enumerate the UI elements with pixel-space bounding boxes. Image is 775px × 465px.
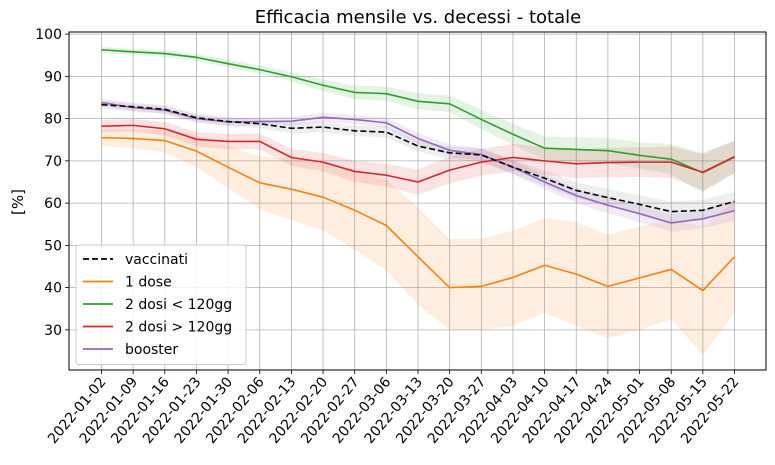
2-dosi-120gg-confidence-band [101,119,735,195]
2-dosi-120gg-series-line [101,124,735,183]
2-dosi-120gg-series-line [101,48,735,174]
y-tick-label: 90 [44,69,62,85]
series-lines [101,48,736,292]
legend-box [75,244,247,365]
y-tick-label: 100 [35,27,62,43]
1-dose-confidence-band [101,129,735,356]
y-tick-label: 40 [44,281,62,297]
vaccinati-series-line [101,103,735,213]
2-dosi-120gg-legend-label: 2 dosi > 120gg [125,320,232,336]
y-tick-label: 50 [44,238,62,254]
2-dosi-120gg-confidence-band [101,46,735,193]
2-dosi-120gg-legend-label: 2 dosi < 120gg [125,297,232,313]
y-tick-label: 80 [44,112,62,128]
chart-title: Efficacia mensile vs. decessi - totale [255,7,581,28]
confidence-bands [101,46,735,356]
booster-legend-label: booster [125,342,178,358]
y-tick-label: 60 [44,196,62,212]
1-dose-legend-label: 1 dose [125,275,172,291]
y-tick-label: 70 [44,154,62,170]
grid-lines [69,32,766,370]
vaccinati-confidence-band [101,100,735,222]
y-tick-label: 30 [44,323,62,339]
legend: vaccinati 1 dose 2 dosi < 120gg 2 dosi > 12… [75,244,247,365]
1-dose-series-line [101,136,736,292]
y-axis-label: [%] [9,189,27,215]
booster-series-line [101,101,735,224]
plot-frame [68,31,767,371]
vaccinati-legend-label: vaccinati [125,252,188,268]
booster-confidence-band [101,98,735,232]
